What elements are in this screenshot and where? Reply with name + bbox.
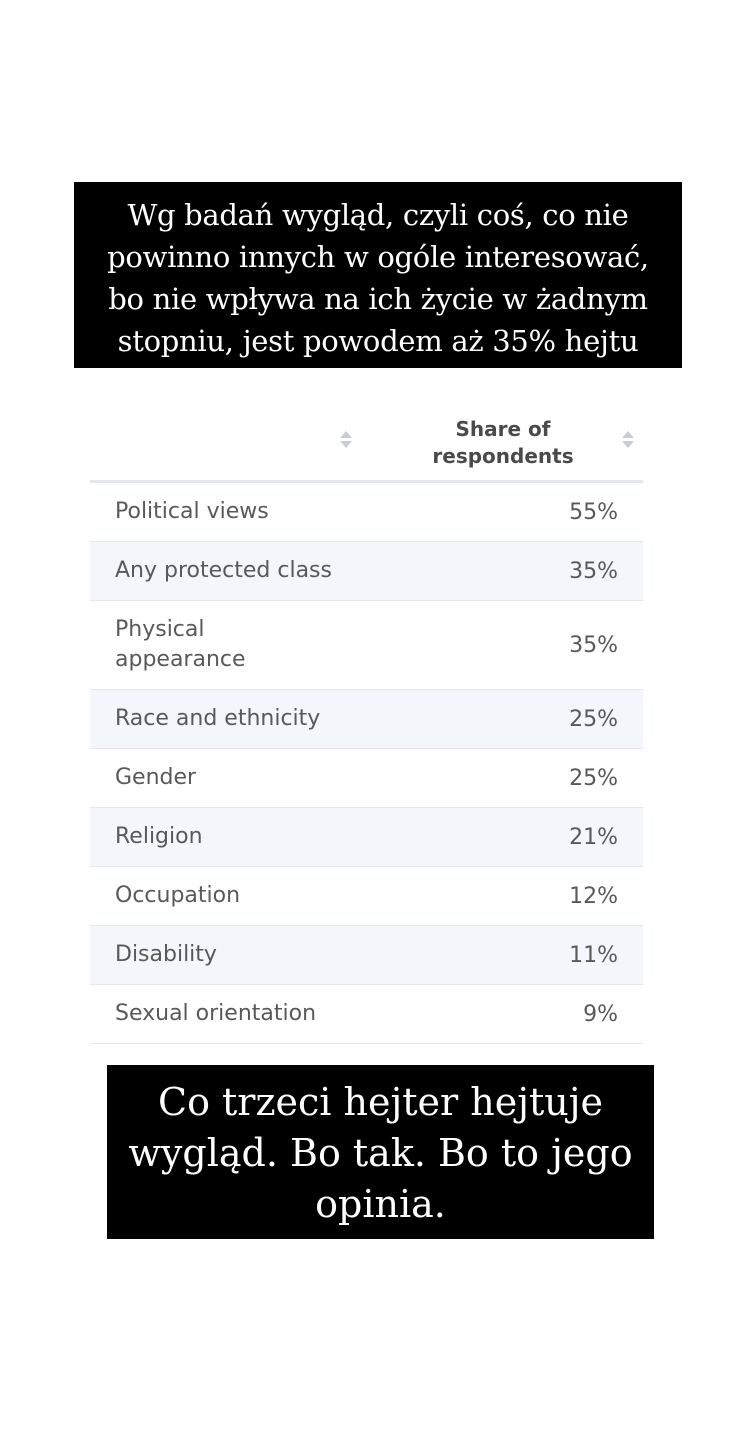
bottom-caption-line: opinia. (315, 1182, 446, 1226)
top-caption-line: stopniu, jest powodem aż 35% hejtu (117, 324, 639, 358)
table-row: Political views 55% (90, 483, 643, 542)
row-label: Political views (115, 497, 269, 527)
bottom-caption: Co trzeci hejter hejtuje wygląd. Bo tak.… (107, 1065, 654, 1239)
table-header: Share of respondents (90, 402, 643, 483)
top-caption: Wg badań wygląd, czyli coś, co nie powin… (74, 182, 682, 368)
row-label-line: Religion (115, 824, 203, 849)
sort-up-icon (340, 431, 352, 438)
table-row: Religion 21% (90, 808, 643, 867)
table-row: Sexual orientation 9% (90, 985, 643, 1044)
row-label: Occupation (115, 881, 240, 911)
sort-up-icon (622, 431, 634, 438)
row-label: Any protected class (115, 556, 332, 586)
sort-down-icon (622, 441, 634, 448)
statistics-table: Share of respondents Political views 55%… (90, 402, 643, 1044)
bottom-caption-line: Co trzeci hejter hejtuje (158, 1080, 603, 1124)
top-caption-line: bo nie wpływa na ich życie w żadnym (108, 282, 648, 316)
table-row: Any protected class 35% (90, 542, 643, 601)
table-row: Race and ethnicity 25% (90, 690, 643, 749)
row-label: Physical appearance (115, 615, 246, 675)
row-label: Gender (115, 763, 196, 793)
row-value: 35% (569, 558, 618, 584)
row-label: Disability (115, 940, 217, 970)
row-label-line: Occupation (115, 883, 241, 908)
row-label: Religion (115, 822, 203, 852)
row-value: 55% (569, 499, 618, 525)
row-label-line: Race and ethnicity (115, 706, 321, 731)
top-caption-line: powinno innych w ogóle interesować, (107, 240, 649, 274)
row-value: 25% (569, 765, 618, 791)
bottom-caption-line: wygląd. Bo tak. Bo to jego (128, 1131, 633, 1175)
sort-icon[interactable] (340, 431, 352, 451)
row-label-line: Any protected class (115, 558, 332, 583)
column-header-line: respondents (432, 444, 574, 468)
table-row: Gender 25% (90, 749, 643, 808)
row-label-line: Physical (115, 617, 205, 642)
sort-icon[interactable] (622, 431, 634, 451)
row-label-line: Gender (115, 765, 197, 790)
row-label-line: Sexual orientation (115, 1001, 317, 1026)
row-value: 25% (569, 706, 618, 732)
row-value: 21% (569, 824, 618, 850)
row-value: 9% (583, 1001, 618, 1027)
row-label-line: Political views (115, 499, 269, 524)
row-value: 12% (569, 883, 618, 909)
column-header-share[interactable]: Share of respondents (420, 416, 586, 470)
row-label: Sexual orientation (115, 999, 316, 1029)
row-label: Race and ethnicity (115, 704, 320, 734)
row-value: 11% (569, 942, 618, 968)
row-value: 35% (569, 632, 618, 658)
row-label-line: Disability (115, 942, 217, 967)
table-row: Occupation 12% (90, 867, 643, 926)
table-row: Physical appearance 35% (90, 601, 643, 690)
sort-down-icon (340, 441, 352, 448)
table-row: Disability 11% (90, 926, 643, 985)
top-caption-line: Wg badań wygląd, czyli coś, co nie (127, 198, 629, 232)
column-header-line: Share of (455, 417, 551, 441)
row-label-line: appearance (115, 647, 246, 672)
